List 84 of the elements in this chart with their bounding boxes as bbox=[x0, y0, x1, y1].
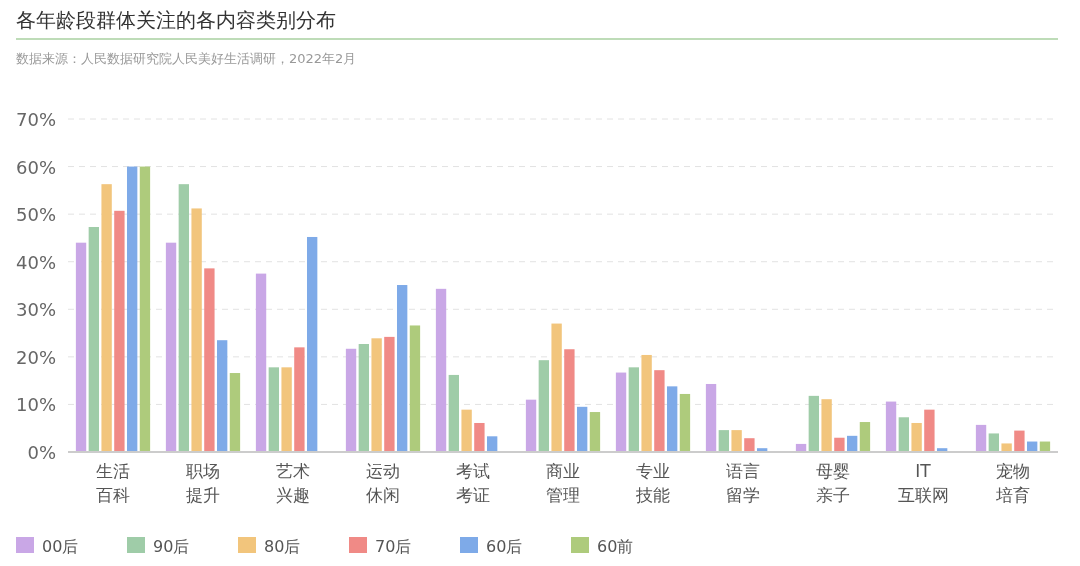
bar bbox=[628, 367, 640, 452]
legend-label: 70后 bbox=[375, 537, 412, 556]
x-tick-label: 艺术兴趣 bbox=[276, 461, 310, 505]
bar bbox=[551, 323, 562, 452]
bar bbox=[525, 399, 537, 452]
bar bbox=[474, 422, 485, 452]
bar bbox=[988, 433, 1000, 452]
bar bbox=[75, 242, 87, 452]
x-tick-label: 运动休闲 bbox=[366, 461, 400, 505]
bar bbox=[654, 370, 665, 452]
bar bbox=[911, 422, 922, 452]
bar bbox=[229, 373, 241, 452]
bar bbox=[538, 360, 550, 452]
bar bbox=[397, 285, 408, 452]
legend-label: 00后 bbox=[42, 537, 79, 556]
bar bbox=[268, 367, 280, 452]
bar bbox=[204, 268, 215, 452]
bar bbox=[641, 354, 652, 452]
x-tick-label: 商业管理 bbox=[546, 461, 580, 505]
chart-title: 各年龄段群体关注的各内容类别分布 bbox=[16, 8, 336, 32]
x-tick-label: IT互联网 bbox=[897, 461, 949, 505]
bar bbox=[294, 347, 305, 452]
source-note: 数据来源：人民数据研究院人民美好生活调研，2022年2月 bbox=[16, 51, 357, 66]
bar bbox=[114, 210, 125, 452]
bar bbox=[731, 430, 742, 452]
bar bbox=[165, 242, 177, 452]
x-tick-label: 专业技能 bbox=[635, 461, 670, 505]
bar bbox=[589, 412, 601, 452]
bar bbox=[191, 208, 202, 452]
bar bbox=[139, 166, 151, 452]
bar bbox=[821, 399, 832, 452]
bar bbox=[744, 438, 755, 452]
legend-label: 60前 bbox=[597, 537, 634, 556]
y-tick-label: 50% bbox=[15, 204, 56, 226]
bar bbox=[345, 348, 357, 452]
bar bbox=[615, 372, 627, 452]
bar bbox=[975, 424, 987, 452]
bar bbox=[487, 436, 498, 452]
y-tick-label: 70% bbox=[15, 109, 56, 130]
bar bbox=[898, 417, 910, 452]
bar bbox=[461, 409, 472, 452]
bar bbox=[859, 422, 871, 452]
bar bbox=[217, 340, 228, 452]
x-tick-label: 职场提升 bbox=[186, 461, 220, 505]
bar bbox=[281, 367, 292, 452]
bar bbox=[255, 273, 267, 452]
bar bbox=[885, 401, 897, 452]
y-tick-label: 20% bbox=[15, 346, 56, 368]
bar bbox=[924, 409, 935, 452]
legend-label: 90后 bbox=[153, 537, 190, 556]
bar bbox=[808, 395, 820, 452]
bar bbox=[88, 226, 100, 452]
bar bbox=[1001, 443, 1012, 452]
x-tick-label: 考试考证 bbox=[456, 461, 490, 505]
bar bbox=[178, 184, 190, 452]
bar bbox=[679, 393, 691, 452]
bar bbox=[834, 437, 845, 452]
legend-label: 80后 bbox=[264, 537, 301, 556]
bar bbox=[409, 325, 421, 452]
x-tick-label: 语言留学 bbox=[726, 461, 760, 505]
bar bbox=[127, 166, 138, 452]
bar bbox=[564, 349, 575, 452]
bar bbox=[307, 236, 318, 452]
bar bbox=[718, 430, 730, 452]
bar bbox=[1014, 430, 1025, 452]
y-tick-label: 30% bbox=[15, 299, 56, 321]
bar bbox=[667, 386, 678, 452]
bar bbox=[847, 435, 858, 452]
x-tick-label: 母婴亲子 bbox=[816, 461, 850, 505]
y-tick-label: 40% bbox=[15, 251, 56, 273]
bar bbox=[435, 288, 447, 452]
bar bbox=[705, 383, 717, 452]
x-tick-label: 生活百科 bbox=[96, 461, 130, 505]
bar bbox=[384, 336, 395, 452]
y-tick-label: 10% bbox=[15, 394, 56, 416]
bar bbox=[448, 374, 460, 452]
y-tick-label: 60% bbox=[15, 156, 56, 178]
legend-label: 60后 bbox=[486, 537, 523, 556]
bar bbox=[101, 184, 112, 452]
bar bbox=[577, 406, 588, 452]
bar bbox=[358, 344, 370, 452]
x-tick-label: 宠物培育 bbox=[995, 461, 1030, 505]
y-tick-label: 0% bbox=[27, 442, 56, 463]
bar bbox=[371, 338, 382, 452]
